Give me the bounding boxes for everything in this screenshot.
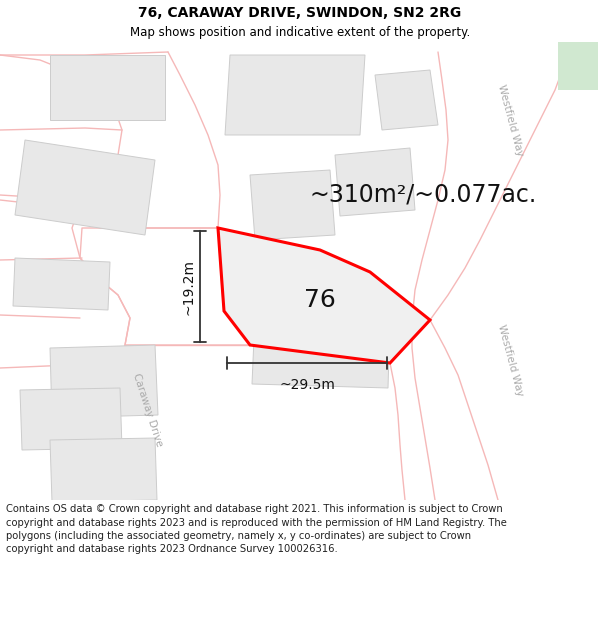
Polygon shape bbox=[250, 170, 335, 240]
Text: Caraway Drive: Caraway Drive bbox=[131, 372, 164, 448]
Polygon shape bbox=[225, 55, 365, 135]
Polygon shape bbox=[335, 148, 415, 216]
Polygon shape bbox=[50, 345, 158, 418]
Text: Westfield Way: Westfield Way bbox=[496, 323, 524, 397]
Text: ~310m²/~0.077ac.: ~310m²/~0.077ac. bbox=[310, 183, 537, 207]
Polygon shape bbox=[50, 438, 157, 502]
Polygon shape bbox=[15, 140, 155, 235]
Polygon shape bbox=[218, 228, 430, 363]
Polygon shape bbox=[13, 258, 110, 310]
Polygon shape bbox=[50, 55, 165, 120]
Polygon shape bbox=[20, 388, 122, 450]
Text: ~19.2m: ~19.2m bbox=[181, 259, 195, 315]
Text: 76: 76 bbox=[304, 288, 336, 312]
Text: Map shows position and indicative extent of the property.: Map shows position and indicative extent… bbox=[130, 26, 470, 39]
Polygon shape bbox=[375, 70, 438, 130]
Text: Contains OS data © Crown copyright and database right 2021. This information is : Contains OS data © Crown copyright and d… bbox=[6, 504, 507, 554]
Text: Westfield Way: Westfield Way bbox=[496, 83, 524, 157]
Text: ~29.5m: ~29.5m bbox=[279, 378, 335, 392]
Text: 76, CARAWAY DRIVE, SWINDON, SN2 2RG: 76, CARAWAY DRIVE, SWINDON, SN2 2RG bbox=[139, 6, 461, 20]
Polygon shape bbox=[252, 315, 390, 388]
Polygon shape bbox=[558, 42, 598, 90]
